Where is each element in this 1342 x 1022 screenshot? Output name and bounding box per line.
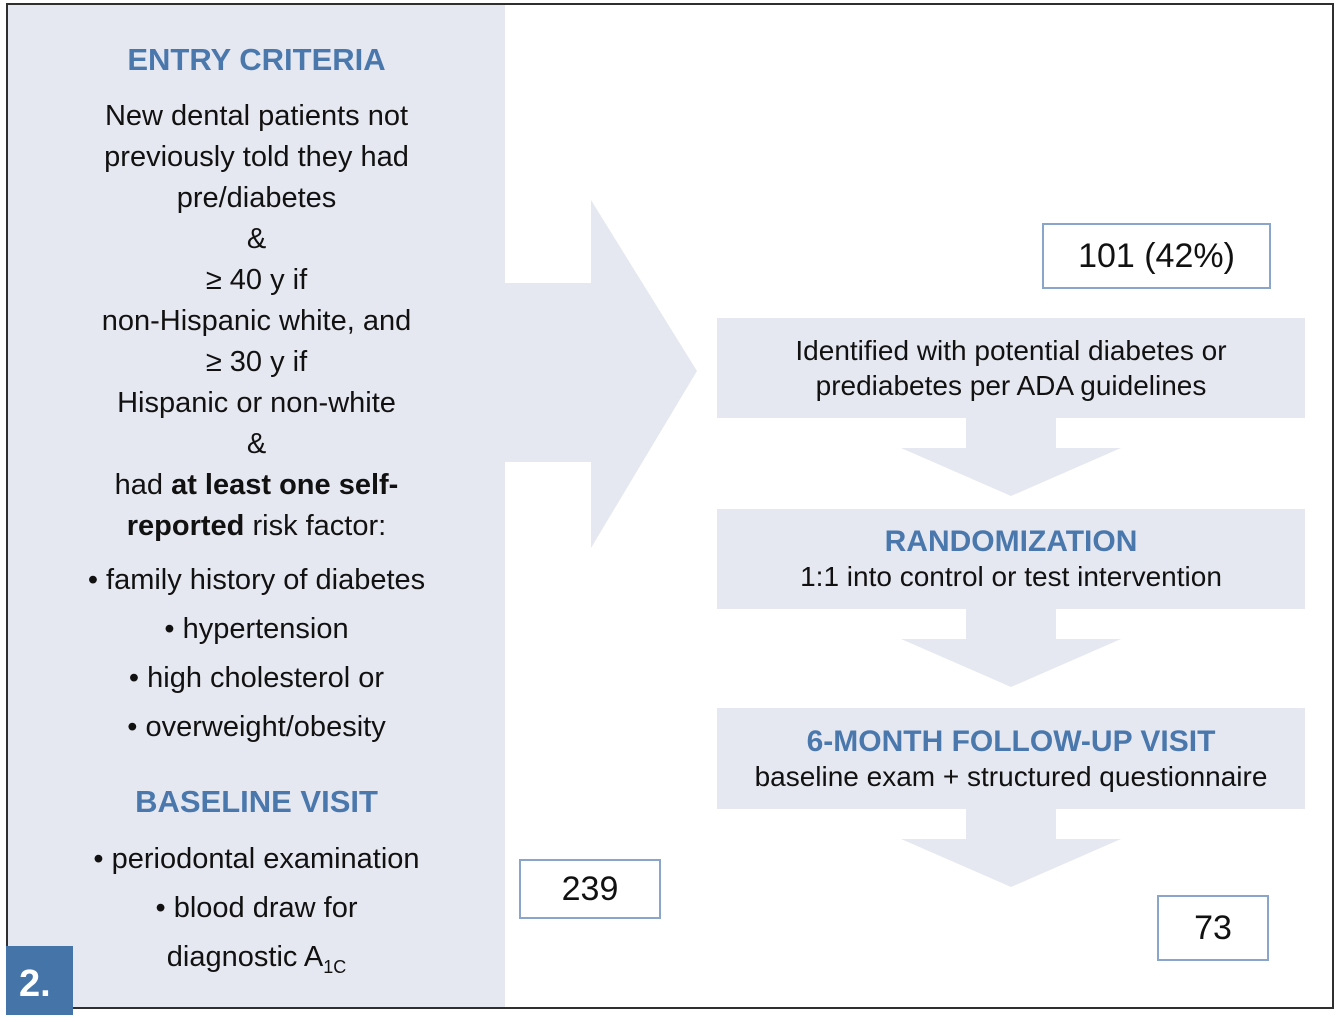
figure-number: 2. — [19, 963, 51, 1005]
entry-line: New dental patients not — [104, 100, 409, 132]
entry-line: pre/diabetes — [176, 182, 337, 214]
risk-factor-item: • high cholesterol or — [128, 662, 385, 694]
baseline-visit-heading: BASELINE VISIT — [135, 784, 378, 819]
count-enrolled-value: 239 — [561, 869, 619, 908]
risk-factor-lead-line-1: had at least one self- — [114, 469, 399, 501]
entry-line: & — [246, 223, 267, 255]
baseline-item: • periodontal examination — [93, 843, 420, 875]
risk-factor-item: • family history of diabetes — [87, 564, 426, 596]
entry-line: ≥ 30 y if — [205, 346, 308, 378]
count-identified-value: 101 (42%) — [1078, 236, 1235, 275]
down-arrow-3 — [901, 809, 1121, 887]
entry-line: non-Hispanic white, and — [101, 305, 412, 337]
baseline-item: • blood draw for — [155, 892, 358, 924]
entry-criteria-panel: ENTRY CRITERIA New dental patients not p… — [8, 5, 505, 1007]
risk-factor-item: • overweight/obesity — [127, 711, 386, 743]
big-right-arrow — [505, 200, 697, 548]
identified-box-line: Identified with potential diabetes or — [795, 335, 1227, 366]
entry-line: & — [246, 428, 267, 460]
down-arrow-2 — [901, 609, 1121, 687]
identified-box: Identified with potential diabetes or pr… — [717, 318, 1305, 418]
risk-factor-item: • hypertension — [164, 613, 349, 645]
followup-title: 6-MONTH FOLLOW-UP VISIT — [806, 724, 1216, 758]
figure-number-badge: 2. — [6, 946, 73, 1015]
count-enrolled-box: 239 — [519, 859, 661, 919]
count-identified-box: 101 (42%) — [1042, 223, 1271, 289]
baseline-item-a1c: diagnostic A1C — [166, 941, 347, 977]
baseline-visit-list: • periodontal examination • blood draw f… — [8, 835, 505, 992]
randomization-title: RANDOMIZATION — [884, 525, 1138, 558]
randomization-subtitle: 1:1 into control or test intervention — [800, 561, 1222, 592]
entry-line: ≥ 40 y if — [205, 264, 308, 296]
count-followup-box: 73 — [1157, 895, 1269, 961]
down-arrow-1 — [901, 418, 1121, 496]
identified-box-line: prediabetes per ADA guidelines — [815, 370, 1207, 401]
followup-subtitle: baseline exam + structured questionnaire — [754, 760, 1268, 792]
risk-factor-lead-line-2: reported risk factor: — [126, 510, 387, 542]
entry-criteria-heading: ENTRY CRITERIA — [127, 42, 386, 77]
followup-box: 6-MONTH FOLLOW-UP VISIT baseline exam + … — [717, 708, 1305, 809]
entry-line: Hispanic or non-white — [117, 387, 396, 419]
count-followup-value: 73 — [1194, 908, 1232, 947]
risk-factor-list: • family history of diabetes • hypertens… — [8, 556, 505, 752]
randomization-box: RANDOMIZATION 1:1 into control or test i… — [717, 509, 1305, 609]
entry-line: previously told they had — [104, 141, 409, 173]
entry-criteria-text: New dental patients not previously told … — [8, 96, 505, 547]
